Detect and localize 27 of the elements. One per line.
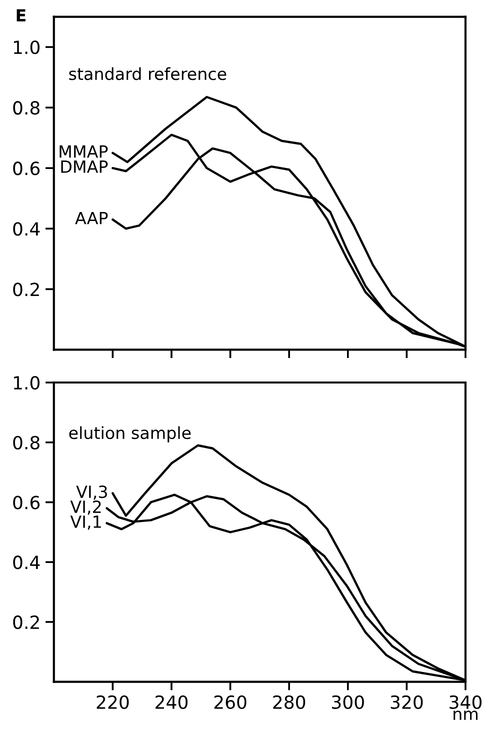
y-tick-label: 0.2 bbox=[13, 615, 39, 630]
series-label: VI,3 bbox=[76, 485, 107, 500]
y-tick-label: 0.2 bbox=[13, 282, 39, 296]
text: elution sample bbox=[69, 426, 191, 442]
x-tick-label: 240 bbox=[156, 695, 188, 709]
x-tick-label: 260 bbox=[214, 695, 246, 709]
y-tick-label: 0.6 bbox=[13, 162, 40, 176]
y-tick-label: 0.6 bbox=[13, 496, 40, 510]
x-tick-label: 280 bbox=[273, 695, 306, 709]
y-tick-label: 0.4 bbox=[13, 556, 40, 570]
y-tick-label: 1.0 bbox=[14, 376, 40, 390]
x-axis-title: nm bbox=[454, 710, 478, 720]
y-axis-title: E bbox=[16, 9, 26, 22]
text: standard reference bbox=[69, 67, 226, 80]
series-label: DMAP bbox=[61, 160, 108, 173]
x-tick-label: 300 bbox=[332, 695, 364, 709]
series-label: AAP bbox=[75, 212, 108, 224]
y-tick-label: 0.4 bbox=[13, 222, 40, 236]
series-label: VI,1 bbox=[70, 516, 101, 530]
series-label: MMAP bbox=[60, 145, 108, 158]
series-label: VI,2 bbox=[70, 500, 101, 515]
x-tick-label: 220 bbox=[96, 695, 129, 709]
x-tick-label: 340 bbox=[450, 695, 482, 709]
y-tick-label: 0.8 bbox=[13, 436, 40, 450]
x-tick-label: 320 bbox=[390, 695, 423, 709]
y-tick-label: 1.0 bbox=[14, 40, 40, 54]
y-tick-label: 0.8 bbox=[13, 101, 40, 115]
